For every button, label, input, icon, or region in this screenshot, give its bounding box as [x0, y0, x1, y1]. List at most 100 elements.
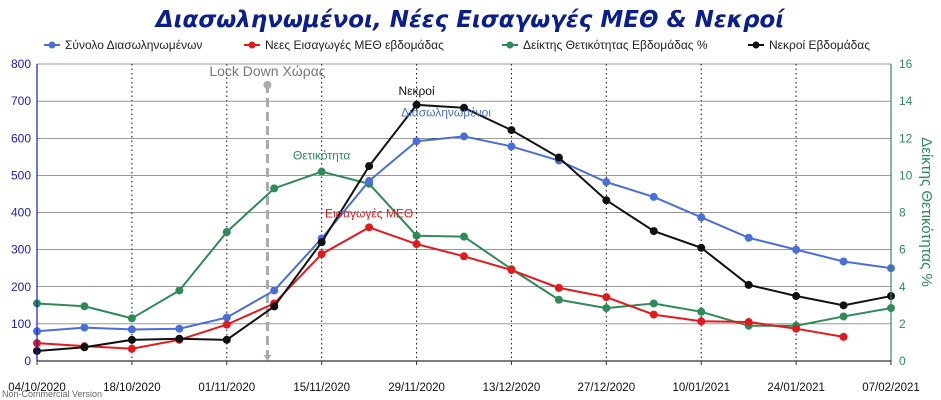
- data-point: [270, 302, 279, 311]
- data-point: [554, 153, 563, 162]
- lockdown-marker-top: [263, 81, 272, 89]
- data-point: [554, 295, 563, 304]
- annotation-εισαγωγές-μεθ: Εισαγωγές ΜΕΘ: [325, 206, 413, 220]
- data-point: [554, 283, 563, 292]
- y-left-tick-label: 400: [11, 206, 31, 220]
- annotation-θετικότητα: Θετικότητα: [293, 149, 350, 163]
- data-point: [222, 313, 231, 322]
- data-point: [649, 227, 658, 236]
- data-point: [697, 243, 706, 252]
- legend-swatch-marker: [248, 41, 256, 49]
- data-point: [744, 318, 753, 327]
- data-point: [412, 100, 421, 109]
- legend-label: Νεκροί Εβδομάδας: [769, 38, 870, 52]
- data-point: [317, 167, 326, 176]
- series-νεες-εισαγωγές-μεθ-εβδομάδας: [33, 223, 848, 353]
- y-right-tick-label: 4: [899, 280, 906, 294]
- data-point: [127, 314, 136, 323]
- x-tick-label: 01/11/2020: [198, 382, 255, 394]
- chart-grid: [37, 63, 891, 325]
- data-point: [127, 335, 136, 344]
- data-point: [602, 196, 611, 205]
- data-point: [507, 142, 516, 151]
- data-point: [365, 162, 374, 171]
- y-left-tick-label: 100: [11, 317, 31, 331]
- series-line: [36, 170, 892, 327]
- data-point: [412, 240, 421, 249]
- data-point: [697, 307, 706, 316]
- data-point: [460, 132, 468, 141]
- data-point: [317, 250, 326, 259]
- y-left-tick-label: 600: [11, 131, 31, 145]
- data-point: [222, 335, 231, 344]
- y-right-tick-label: 16: [899, 57, 913, 71]
- data-point: [127, 344, 136, 353]
- y-right-tick-label: 2: [899, 317, 906, 331]
- x-tick-label: 29/11/2020: [388, 382, 445, 394]
- x-tick-label: 15/11/2020: [293, 382, 350, 394]
- chart-legend: Σύνολο Διασωληνωμένων Νεες Εισαγωγές ΜΕΘ …: [44, 38, 870, 52]
- data-point: [175, 334, 184, 343]
- chart-vertical-gridlines: [131, 64, 797, 361]
- legend-swatch-marker: [48, 41, 56, 49]
- data-point: [649, 192, 658, 201]
- legend-swatch-marker: [752, 41, 760, 49]
- chart-title: Διασωληνωμένοι, Νέες Εισαγωγές ΜΕΘ & Νεκ…: [154, 7, 786, 33]
- legend-item-σύνολο-διασωληνωμένων: Σύνολο Διασωληνωμένων: [44, 38, 202, 52]
- y-left-tick-label: 500: [11, 168, 31, 182]
- chart-annotations: Νεκροί Διασωληνωμένοι Θετικότητα Εισαγωγές …: [293, 84, 491, 221]
- annotation-νεκροί: Νεκροί: [398, 84, 435, 98]
- legend-label: Σύνολο Διασωληνωμένων: [65, 38, 202, 52]
- lockdown-marker: Lock Down Χώρας: [209, 63, 326, 361]
- x-tick-label: 24/01/2021: [767, 382, 825, 394]
- x-tick-label: 04/10/2020: [8, 382, 66, 394]
- y-right-tick-label: 10: [899, 168, 913, 182]
- data-point: [839, 301, 848, 310]
- data-point: [412, 137, 421, 146]
- data-point: [839, 332, 848, 341]
- lockdown-marker-bottom: [263, 355, 272, 361]
- y-right-tick-label: 12: [899, 131, 913, 145]
- y-left-tick-label: 700: [11, 94, 31, 108]
- annotation-διασωληνωμένοι: Διασωληνωμένοι: [401, 105, 491, 119]
- chart-axes: 0 100 200 300 400 500 600 700 800 0 2 4 6 8 10 12 14 16 Δε…: [8, 57, 935, 394]
- y-right-tick-label: 14: [899, 94, 913, 108]
- data-point: [602, 178, 611, 187]
- data-point: [175, 324, 184, 333]
- data-point: [365, 223, 374, 232]
- data-point: [744, 233, 753, 242]
- data-point: [649, 299, 658, 308]
- x-tick-label: 27/12/2020: [578, 382, 636, 394]
- data-point: [602, 304, 611, 313]
- data-point: [460, 232, 468, 241]
- data-point: [222, 227, 231, 236]
- data-point: [839, 312, 848, 321]
- y-left-tick-label: 300: [11, 243, 31, 257]
- data-point: [839, 257, 848, 266]
- legend-item-νεες-εισαγωγές-μεθ-εβδομάδας: Νεες Εισαγωγές ΜΕΘ εβδομάδας: [244, 38, 444, 52]
- data-point: [365, 176, 374, 185]
- data-point: [602, 293, 611, 302]
- y-left-tick-label: 200: [11, 280, 31, 294]
- legend-label: Δείκτης Θετικότητας Εβδομάδας %: [523, 38, 708, 52]
- series-δείκτης-θετικότητας-εβδομάδας: [33, 167, 895, 330]
- data-point: [460, 252, 468, 261]
- legend-item-δείκτης-θετικότητας-εβδομάδας: Δείκτης Θετικότητας Εβδομάδας %: [502, 38, 708, 52]
- y-right-tick-label: 8: [899, 206, 906, 220]
- legend-label: Νεες Εισαγωγές ΜΕΘ εβδομάδας: [265, 38, 444, 52]
- data-point: [270, 184, 279, 193]
- data-point: [792, 324, 801, 333]
- data-point: [80, 323, 89, 332]
- x-tick-label: 18/10/2020: [103, 382, 161, 394]
- data-point: [222, 320, 231, 329]
- data-point: [175, 286, 184, 295]
- data-point: [744, 280, 753, 289]
- data-point: [649, 310, 658, 319]
- x-tick-label: 13/12/2020: [483, 382, 541, 394]
- data-point: [317, 238, 326, 247]
- data-point: [507, 266, 516, 275]
- data-point: [127, 325, 136, 334]
- y-left-tick-label: 0: [24, 354, 31, 368]
- y-right-tick-label: 0: [899, 354, 906, 368]
- data-point: [412, 231, 421, 240]
